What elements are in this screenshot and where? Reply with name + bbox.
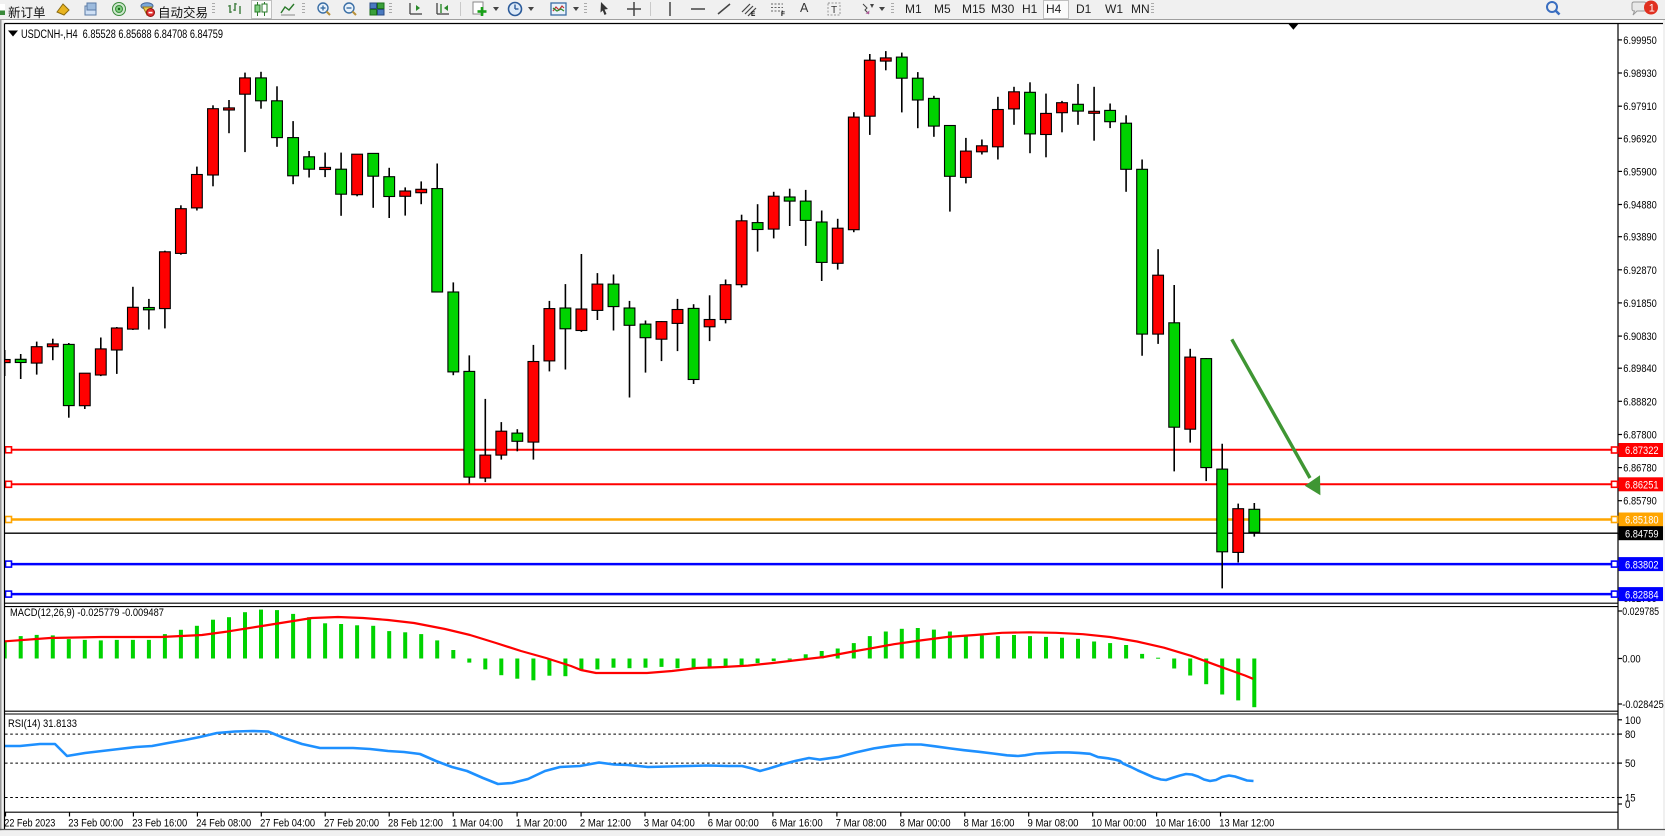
svg-text:6.87800: 6.87800: [1623, 430, 1657, 442]
svg-text:6.86251: 6.86251: [1625, 480, 1659, 492]
svg-text:0: 0: [1625, 799, 1630, 811]
svg-text:27 Feb 04:00: 27 Feb 04:00: [260, 818, 315, 830]
svg-text:6 Mar 00:00: 6 Mar 00:00: [708, 818, 759, 830]
svg-text:0.029785: 0.029785: [1622, 606, 1659, 618]
svg-text:MACD(12,26,9) -0.025779 -0.009: MACD(12,26,9) -0.025779 -0.009487: [10, 607, 164, 619]
svg-text:6.83802: 6.83802: [1625, 559, 1659, 571]
svg-text:80: 80: [1625, 729, 1636, 741]
svg-text:F: F: [781, 11, 785, 17]
svg-text:6.87322: 6.87322: [1625, 445, 1659, 457]
svg-text:6.86780: 6.86780: [1623, 463, 1657, 475]
svg-text:6.82884: 6.82884: [1625, 589, 1659, 601]
svg-text:1: 1: [1649, 3, 1655, 15]
svg-text:1 Mar 20:00: 1 Mar 20:00: [516, 818, 567, 830]
svg-text:13 Mar 12:00: 13 Mar 12:00: [1219, 818, 1274, 830]
svg-text:-0.028425: -0.028425: [1622, 699, 1663, 711]
svg-text:23 Feb 16:00: 23 Feb 16:00: [132, 818, 187, 830]
svg-text:50: 50: [1625, 758, 1636, 770]
svg-text:E: E: [751, 11, 756, 17]
svg-text:RSI(14) 31.8133: RSI(14) 31.8133: [8, 718, 77, 730]
svg-text:6.84759: 6.84759: [1625, 528, 1659, 540]
svg-text:0.00: 0.00: [1622, 654, 1640, 666]
svg-text:10 Mar 00:00: 10 Mar 00:00: [1092, 818, 1147, 830]
svg-text:USDCNH-,H4 6.85528 6.85688 6.: USDCNH-,H4 6.85528 6.85688 6.84708 6.847…: [21, 27, 223, 41]
svg-text:6.96920: 6.96920: [1623, 133, 1657, 145]
svg-text:6.88820: 6.88820: [1623, 396, 1657, 408]
svg-text:3 Mar 04:00: 3 Mar 04:00: [644, 818, 695, 830]
svg-text:100: 100: [1625, 715, 1641, 727]
svg-text:27 Feb 20:00: 27 Feb 20:00: [324, 818, 379, 830]
svg-text:15: 15: [1625, 793, 1636, 805]
svg-text:23 Feb 00:00: 23 Feb 00:00: [68, 818, 123, 830]
svg-text:6 Mar 16:00: 6 Mar 16:00: [772, 818, 823, 830]
svg-text:6.85790: 6.85790: [1623, 496, 1657, 508]
svg-text:6.94880: 6.94880: [1623, 200, 1657, 212]
svg-text:T: T: [831, 5, 837, 16]
svg-text:6.89840: 6.89840: [1623, 363, 1657, 375]
svg-text:6.91850: 6.91850: [1623, 298, 1657, 310]
svg-text:6.92870: 6.92870: [1623, 265, 1657, 277]
svg-text:8 Mar 00:00: 8 Mar 00:00: [900, 818, 951, 830]
svg-text:9 Mar 08:00: 9 Mar 08:00: [1028, 818, 1079, 830]
svg-text:10 Mar 16:00: 10 Mar 16:00: [1155, 818, 1210, 830]
svg-text:6.97910: 6.97910: [1623, 101, 1657, 113]
svg-text:2 Mar 12:00: 2 Mar 12:00: [580, 818, 631, 830]
svg-text:22 Feb 2023: 22 Feb 2023: [4, 818, 55, 830]
svg-text:7 Mar 08:00: 7 Mar 08:00: [836, 818, 887, 830]
svg-text:6.90830: 6.90830: [1623, 331, 1657, 343]
svg-text:8 Mar 16:00: 8 Mar 16:00: [964, 818, 1015, 830]
svg-text:28 Feb 12:00: 28 Feb 12:00: [388, 818, 443, 830]
svg-text:1 Mar 04:00: 1 Mar 04:00: [452, 818, 503, 830]
svg-text:6.98930: 6.98930: [1623, 68, 1657, 80]
svg-text:6.99950: 6.99950: [1623, 35, 1657, 47]
svg-text:6.93890: 6.93890: [1623, 232, 1657, 244]
svg-text:6.95900: 6.95900: [1623, 166, 1657, 178]
svg-text:6.85180: 6.85180: [1625, 515, 1659, 527]
svg-text:24 Feb 08:00: 24 Feb 08:00: [196, 818, 251, 830]
